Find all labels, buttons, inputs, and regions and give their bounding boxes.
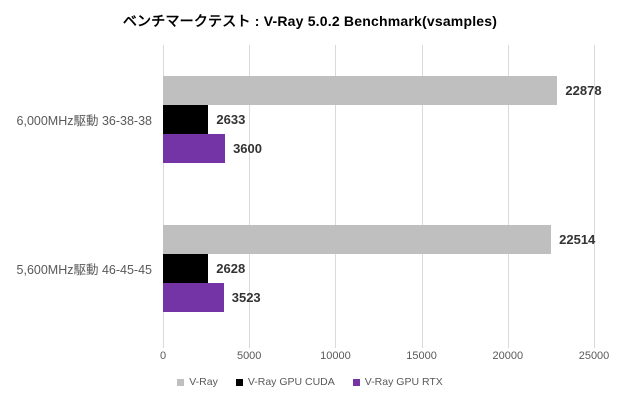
gridline xyxy=(249,45,251,343)
legend-label: V-Ray GPU CUDA xyxy=(247,376,335,388)
legend-item: V-Ray GPU RTX xyxy=(352,376,443,388)
chart-title: ベンチマークテスト : V-Ray 5.0.2 Benchmark(vsampl… xyxy=(122,13,498,29)
bar-row: 3523 xyxy=(163,283,594,312)
bar-v-ray-gpu-rtx xyxy=(163,134,226,163)
axis-tick-mark xyxy=(594,343,595,348)
x-axis-tick-label: 10000 xyxy=(320,350,351,362)
plot-area: 22878 2633 3600 22514 2628 3523 xyxy=(163,45,602,348)
gridline xyxy=(507,45,509,343)
gridline xyxy=(421,45,423,343)
axis-tick-mark xyxy=(249,343,251,348)
x-axis-tick-label: 5000 xyxy=(236,350,262,362)
category-band: 22514 2628 3523 xyxy=(163,194,596,343)
category-band: 22878 2633 3600 xyxy=(163,45,602,194)
bar-row: 22514 xyxy=(163,225,596,254)
gridline xyxy=(335,45,337,343)
bar-v-ray-gpu-cuda xyxy=(163,254,209,283)
legend: V-Ray V-Ray GPU CUDA V-Ray GPU RTX xyxy=(0,376,620,388)
bar-v-ray-gpu-cuda xyxy=(163,105,209,134)
bar-v-ray xyxy=(163,225,552,254)
legend-swatch-icon xyxy=(352,378,360,386)
x-axis-tick-label: 0 xyxy=(159,350,167,362)
axis-tick-mark xyxy=(421,343,423,348)
x-axis-tick-label: 20000 xyxy=(492,350,524,362)
legend-item: V-Ray GPU CUDA xyxy=(235,376,335,388)
category-label: 5,600MHz駆動 46-45-45 xyxy=(16,263,152,277)
gridline xyxy=(163,45,164,343)
bar-v-ray-gpu-rtx xyxy=(163,283,224,312)
legend-swatch-icon xyxy=(235,378,243,386)
value-label: 3600 xyxy=(233,141,262,156)
bar-row: 2633 xyxy=(163,105,594,134)
bar-row: 22878 xyxy=(163,76,602,105)
value-label: 3523 xyxy=(231,290,261,305)
legend-label: V-Ray GPU RTX xyxy=(364,376,443,388)
axis-tick-mark xyxy=(335,343,337,348)
x-axis-tick-label: 25000 xyxy=(578,350,610,362)
value-label: 22878 xyxy=(565,83,602,98)
legend-swatch-icon xyxy=(177,378,185,386)
bar-v-ray xyxy=(163,76,558,105)
legend-item: V-Ray xyxy=(177,376,218,388)
legend-label: V-Ray xyxy=(189,376,218,388)
bar-row: 2628 xyxy=(163,254,594,283)
axis-tick-mark xyxy=(507,343,509,348)
value-label: 2633 xyxy=(216,112,246,127)
value-label: 22514 xyxy=(559,232,596,247)
x-axis-tick-label: 15000 xyxy=(406,350,437,362)
bar-row: 3600 xyxy=(163,134,594,163)
category-label: 6,000MHz駆動 36-38-38 xyxy=(16,114,152,128)
value-label: 2628 xyxy=(216,261,246,276)
axis-tick-mark xyxy=(163,343,164,348)
gridline xyxy=(594,45,595,343)
